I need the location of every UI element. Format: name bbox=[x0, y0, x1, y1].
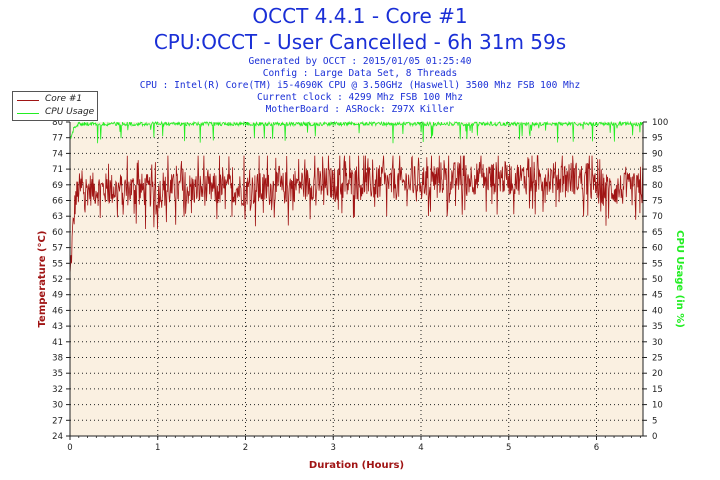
y-tick-label: 77 bbox=[52, 134, 63, 144]
y2-tick-label: 5 bbox=[652, 416, 657, 426]
y2-tick-label: 40 bbox=[652, 306, 663, 316]
y-axis-label: Temperature (°C) bbox=[37, 231, 48, 328]
x-tick-label: 0 bbox=[67, 443, 72, 453]
y2-tick-label: 45 bbox=[652, 291, 663, 301]
legend-swatch-core-1 bbox=[17, 100, 39, 101]
y-tick-label: 46 bbox=[52, 306, 63, 316]
chart-subtitle: CPU:OCCT - User Cancelled - 6h 31m 59s bbox=[153, 30, 567, 54]
y2-tick-label: 80 bbox=[652, 181, 663, 191]
y2-tick-label: 70 bbox=[652, 212, 663, 222]
y2-tick-label: 90 bbox=[652, 149, 663, 159]
series-line-core-1 bbox=[69, 155, 644, 274]
y-tick-label: 71 bbox=[52, 165, 63, 175]
y-tick-label: 38 bbox=[52, 354, 63, 364]
x-axis-label: Duration (Hours) bbox=[309, 460, 404, 471]
y2-tick-label: 55 bbox=[652, 259, 663, 269]
y2-tick-label: 20 bbox=[652, 369, 663, 379]
y2-tick-label: 60 bbox=[652, 244, 663, 254]
y2-tick-label: 10 bbox=[652, 401, 663, 411]
legend-label-cpu-usage: CPU Usage bbox=[45, 107, 95, 117]
series-line-cpu-usage bbox=[69, 120, 644, 144]
y2-tick-label: 0 bbox=[652, 432, 657, 442]
series-cpu-usage bbox=[69, 120, 644, 144]
y-tick-label: 43 bbox=[52, 322, 63, 332]
info-generated: Generated by OCCT : 2015/01/05 01:25:40 bbox=[248, 56, 472, 67]
series-core-1 bbox=[69, 155, 644, 274]
y2-tick-label: 95 bbox=[652, 134, 663, 144]
y-tick-label: 35 bbox=[52, 369, 63, 379]
y2-tick-label: 50 bbox=[652, 275, 663, 285]
legend-swatch-cpu-usage bbox=[17, 113, 39, 114]
y2-tick-label: 100 bbox=[652, 118, 668, 128]
y2-tick-label: 15 bbox=[652, 385, 663, 395]
y2-tick-label: 85 bbox=[652, 165, 663, 175]
y-tick-label: 57 bbox=[52, 244, 63, 254]
legend: Core #1 CPU Usage bbox=[12, 91, 98, 121]
y-tick-label: 55 bbox=[52, 259, 63, 269]
x-tick-label: 6 bbox=[594, 443, 599, 453]
info-config: Config : Large Data Set, 8 Threads bbox=[262, 68, 458, 79]
y-tick-label: 60 bbox=[52, 228, 63, 238]
y-tick-label: 74 bbox=[52, 149, 63, 159]
chart-title: OCCT 4.4.1 - Core #1 bbox=[252, 4, 468, 28]
y2-tick-label: 75 bbox=[652, 197, 663, 207]
x-tick-label: 1 bbox=[155, 443, 160, 453]
y-tick-label: 52 bbox=[52, 275, 63, 285]
info-motherboard: MotherBoard : ASRock: Z97X Killer bbox=[265, 104, 455, 115]
info-cpu: CPU : Intel(R) Core(TM) i5-4690K CPU @ 3… bbox=[139, 80, 581, 91]
y-tick-label: 30 bbox=[52, 401, 63, 411]
y2-tick-label: 25 bbox=[652, 354, 663, 364]
y-tick-label: 32 bbox=[52, 385, 63, 395]
y-tick-label: 41 bbox=[52, 338, 63, 348]
y-tick-label: 63 bbox=[52, 212, 63, 222]
info-clock: Current clock : 4299 Mhz FSB 100 Mhz bbox=[257, 92, 463, 103]
y-tick-label: 69 bbox=[52, 181, 63, 191]
y2-axis-label: CPU Usage (in %) bbox=[674, 230, 685, 328]
y-tick-label: 49 bbox=[52, 291, 63, 301]
y2-tick-label: 30 bbox=[652, 338, 663, 348]
y-tick-label: 27 bbox=[52, 416, 63, 426]
y2-tick-label: 65 bbox=[652, 228, 663, 238]
x-tick-label: 3 bbox=[331, 443, 336, 453]
y-tick-label: 80 bbox=[52, 118, 63, 128]
y-tick-label: 24 bbox=[52, 432, 63, 442]
legend-label-core-1: Core #1 bbox=[45, 94, 83, 104]
y-tick-label: 66 bbox=[52, 197, 63, 207]
x-tick-label: 2 bbox=[243, 443, 248, 453]
x-tick-label: 4 bbox=[418, 443, 423, 453]
y2-tick-label: 35 bbox=[652, 322, 663, 332]
x-tick-label: 5 bbox=[506, 443, 511, 453]
